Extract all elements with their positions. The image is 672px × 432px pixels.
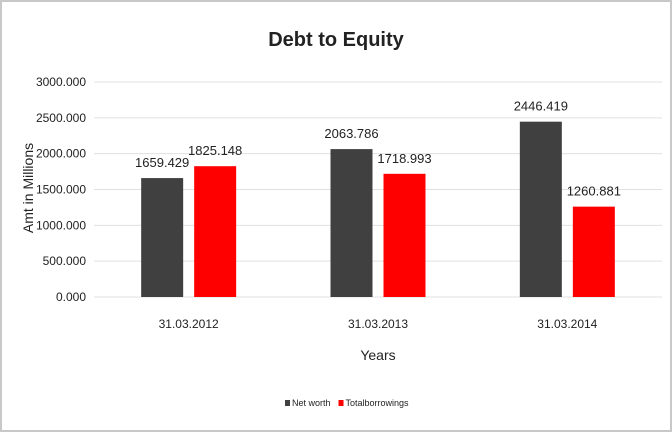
legend-swatch [285,400,290,406]
gridlines [94,81,662,298]
legend: Net worth Totalborrowings [285,398,409,408]
data-label: 1260.881 [567,184,621,199]
bar [330,149,373,297]
y-tick-label: 1000.000 [36,218,86,232]
y-tick-label: 2500.000 [36,111,86,125]
y-tick-label: 2000.000 [36,147,86,161]
data-label: 2446.419 [514,99,568,114]
legend-label: Net worth [292,398,331,408]
x-tick-label: 31.03.2012 [159,317,219,331]
x-axis-ticks: 31.03.2012 31.03.2013 31.03.2014 [159,317,598,331]
bars [141,121,615,297]
data-label: 1718.993 [377,151,431,166]
y-tick-label: 1500.000 [36,183,86,197]
data-label: 1659.429 [135,155,189,170]
chart-title: Debt to Equity [268,29,404,51]
y-axis-label: Amt in Millions [20,143,36,233]
data-label: 1825.148 [188,143,242,158]
y-tick-label: 3000.000 [36,75,86,89]
legend-label: Totalborrowings [346,398,410,408]
bar [572,206,615,297]
y-axis-ticks: 0.000 500.000 1000.000 1500.000 2000.000 2500… [36,75,86,304]
data-label: 2063.786 [324,126,378,141]
bar [519,121,562,297]
y-tick-label: 500.000 [43,254,87,268]
bar [194,166,237,297]
x-tick-label: 31.03.2013 [348,317,408,331]
legend-swatch [338,400,344,406]
x-axis-label: Years [360,347,395,363]
bar [383,173,426,297]
x-tick-label: 31.03.2014 [537,317,597,331]
bar [141,178,184,297]
y-tick-label: 0.000 [56,290,86,304]
